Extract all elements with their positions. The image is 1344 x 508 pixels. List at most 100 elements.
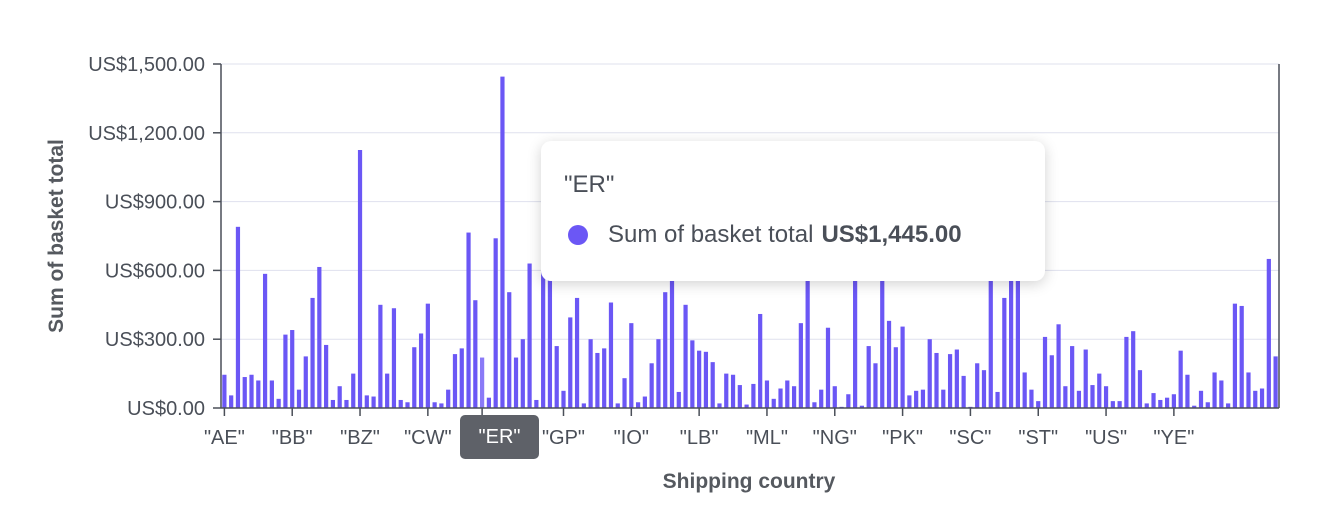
bar [751, 383, 756, 408]
bar [330, 399, 336, 408]
bar [1056, 324, 1061, 408]
bar [1070, 346, 1075, 408]
bar [1212, 372, 1217, 408]
bar [778, 388, 783, 408]
bar [690, 340, 695, 408]
bar [513, 357, 519, 408]
bar [954, 349, 959, 408]
bar [1164, 397, 1170, 408]
bar [934, 352, 939, 408]
bar [303, 356, 308, 408]
bar [1178, 350, 1183, 408]
bar [283, 334, 288, 408]
bar [425, 303, 430, 408]
bar [547, 279, 553, 408]
bar [473, 300, 478, 408]
x-tick-label: "YE" [1153, 427, 1194, 449]
bar [357, 150, 363, 408]
bar [697, 350, 702, 408]
bar [737, 385, 742, 408]
bar [296, 389, 302, 408]
bar [1131, 331, 1136, 408]
bar [1253, 390, 1258, 408]
bar [222, 374, 227, 408]
y-tick-label: US$1,200.00 [88, 123, 205, 145]
bar [1273, 356, 1278, 408]
bar [364, 395, 369, 408]
bar [683, 304, 688, 408]
bar [1124, 336, 1129, 408]
y-tick-labels: US$0.00 US$300.00 US$600.00 US$900.00 US$1,2… [88, 54, 205, 420]
hovered-x-label-text: "ER" [478, 425, 521, 448]
bar [1042, 336, 1048, 408]
bar [1259, 388, 1265, 408]
x-tick-label: "IO" [614, 427, 649, 449]
bar [1036, 401, 1041, 408]
bar [608, 302, 614, 408]
bar [853, 279, 858, 408]
bar [961, 375, 966, 408]
bar [371, 396, 376, 408]
bar [880, 280, 885, 408]
bar [1151, 393, 1156, 408]
bar [663, 292, 668, 408]
x-tick-label: "ST" [1018, 427, 1058, 449]
bar [1137, 370, 1143, 408]
bar [1097, 373, 1102, 408]
bar [981, 370, 987, 408]
bar [1158, 399, 1163, 408]
bar [1015, 279, 1020, 408]
bar [527, 263, 532, 408]
bar [703, 351, 709, 408]
x-tick-label: "SC" [949, 427, 991, 449]
bar [588, 339, 593, 408]
bar [724, 373, 729, 408]
bar [595, 352, 600, 408]
bar [385, 373, 390, 408]
bar [1002, 297, 1007, 408]
bar [832, 386, 837, 408]
bar [432, 402, 437, 408]
bar [500, 76, 505, 408]
tooltip-row: Sum of basket total US$1,445.00 [568, 221, 962, 249]
x-axis-title: Shipping country [663, 470, 836, 493]
y-tick-label: US$300.00 [105, 329, 205, 351]
bar [446, 389, 451, 408]
bar [1009, 279, 1014, 408]
bar [1232, 303, 1238, 408]
x-tick-label: "ML" [746, 427, 788, 449]
bar [1192, 405, 1197, 408]
bars [222, 76, 1278, 408]
bar [418, 333, 424, 408]
bar [812, 402, 817, 408]
x-tick-label: "PK" [882, 427, 923, 449]
bar [1205, 402, 1210, 408]
bar [995, 391, 1000, 408]
bar [398, 399, 403, 408]
bar [798, 323, 803, 408]
bar [507, 292, 512, 408]
bar [615, 403, 620, 408]
bar [561, 390, 566, 408]
bar [351, 373, 356, 408]
bar [947, 354, 953, 408]
y-tick-label: US$600.00 [105, 260, 205, 282]
bar [242, 377, 247, 408]
bar [920, 389, 926, 408]
bar [744, 404, 749, 408]
bar [269, 380, 274, 408]
bar [886, 320, 892, 408]
bar [846, 394, 851, 408]
x-tick-label: "AE" [204, 427, 245, 449]
bar [866, 346, 871, 408]
bar [1171, 394, 1176, 408]
bar [1110, 401, 1115, 408]
bar [344, 399, 349, 408]
hovered-x-label: "ER" [460, 415, 539, 459]
bar [391, 308, 397, 408]
bar [1185, 374, 1190, 408]
x-tick-labels: "AE" "BB" "BZ" "CW" "ER" "GP" "IO" "LB" "ML" "NG"… [204, 427, 1194, 449]
y-tick-label: US$900.00 [105, 192, 205, 214]
bar [758, 313, 763, 408]
bar [1266, 258, 1271, 408]
